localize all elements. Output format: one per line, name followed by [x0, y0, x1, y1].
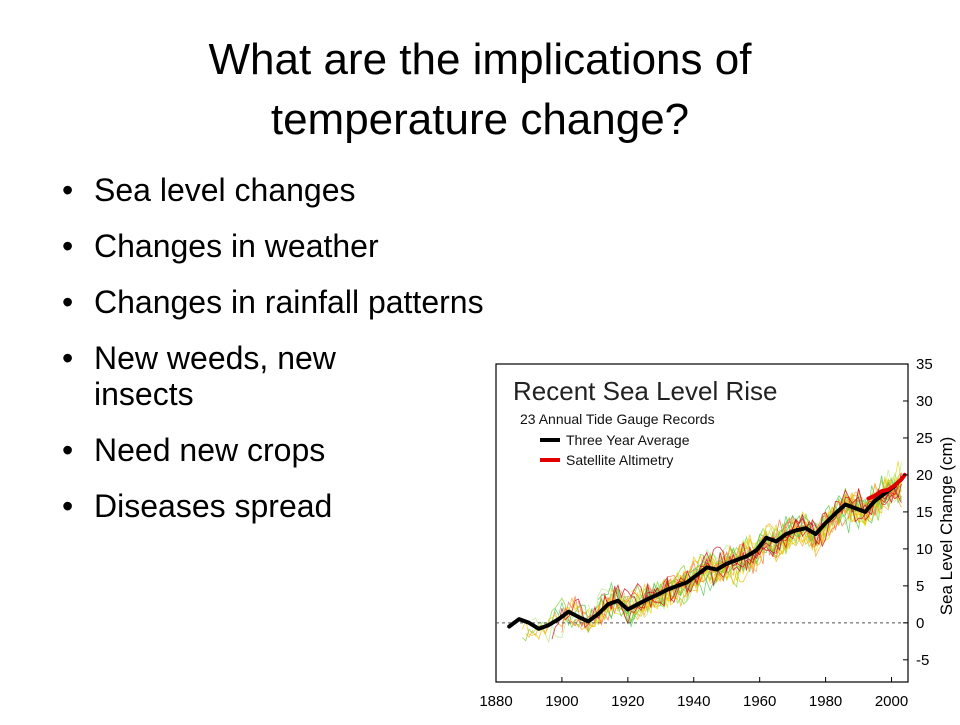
legend-label: Three Year Average [566, 432, 690, 448]
x-tick-label: 1940 [677, 693, 710, 710]
chart-title: Recent Sea Level Rise [513, 376, 777, 406]
y-tick-label: 35 [916, 356, 933, 373]
bullet-item: • New weeds, new insects [62, 340, 336, 412]
sea-level-chart: 1880 1900 1920 1940 1960 1980 2000 -5 0 5 10 15 20 2… [470, 350, 960, 720]
y-tick-label: 0 [916, 615, 924, 632]
y-tick-label: 5 [916, 578, 924, 595]
y-tick-label: 20 [916, 467, 933, 484]
y-tick-label: 15 [916, 504, 933, 521]
x-ticks: 1880 1900 1920 1940 1960 1980 2000 [479, 677, 908, 710]
bullet-dot: • [62, 228, 74, 264]
y-tick-label: 25 [916, 430, 933, 447]
y-tick-label: -5 [916, 652, 929, 669]
y-tick-label: 10 [916, 541, 933, 558]
x-tick-label: 1900 [545, 693, 578, 710]
x-tick-label: 1960 [743, 693, 776, 710]
bullet-dot: • [62, 340, 74, 376]
bullet-item: • Changes in rainfall patterns [62, 284, 484, 320]
bullet-list: • Sea level changes • Changes in weather •… [58, 172, 678, 544]
chart-subtitle: 23 Annual Tide Gauge Records [520, 411, 715, 427]
legend: Three Year Average Satellite Altimetry [540, 432, 690, 468]
bullet-item: • Diseases spread [62, 488, 333, 524]
series-line-three-year-average [507, 484, 897, 631]
series-lines [507, 472, 907, 631]
y-axis-label: Sea Level Change (cm) [937, 437, 956, 616]
chart-svg: 1880 1900 1920 1940 1960 1980 2000 -5 0 5 10 15 20 2… [479, 356, 956, 710]
bullet-dot: • [62, 488, 74, 524]
bullet-item: • Sea level changes [62, 172, 356, 208]
bullet-dot: • [62, 284, 74, 320]
x-tick-label: 1920 [611, 693, 644, 710]
bullet-dot: • [62, 172, 74, 208]
slide-title: What are the implications of temperature… [208, 35, 752, 144]
tide-gauge-line [630, 476, 902, 614]
bullet-dot: • [62, 432, 74, 468]
legend-label: Satellite Altimetry [566, 452, 673, 468]
y-tick-label: 30 [916, 393, 933, 410]
x-tick-label: 1980 [809, 693, 842, 710]
bullet-item: • Changes in weather [62, 228, 379, 264]
series-line-satellite-altimetry [866, 472, 907, 501]
x-tick-label: 1880 [479, 693, 512, 710]
x-tick-label: 2000 [875, 693, 908, 710]
bullet-item: • Need new crops [62, 432, 326, 468]
y-ticks: -5 0 5 10 15 20 25 30 35 [903, 356, 933, 669]
